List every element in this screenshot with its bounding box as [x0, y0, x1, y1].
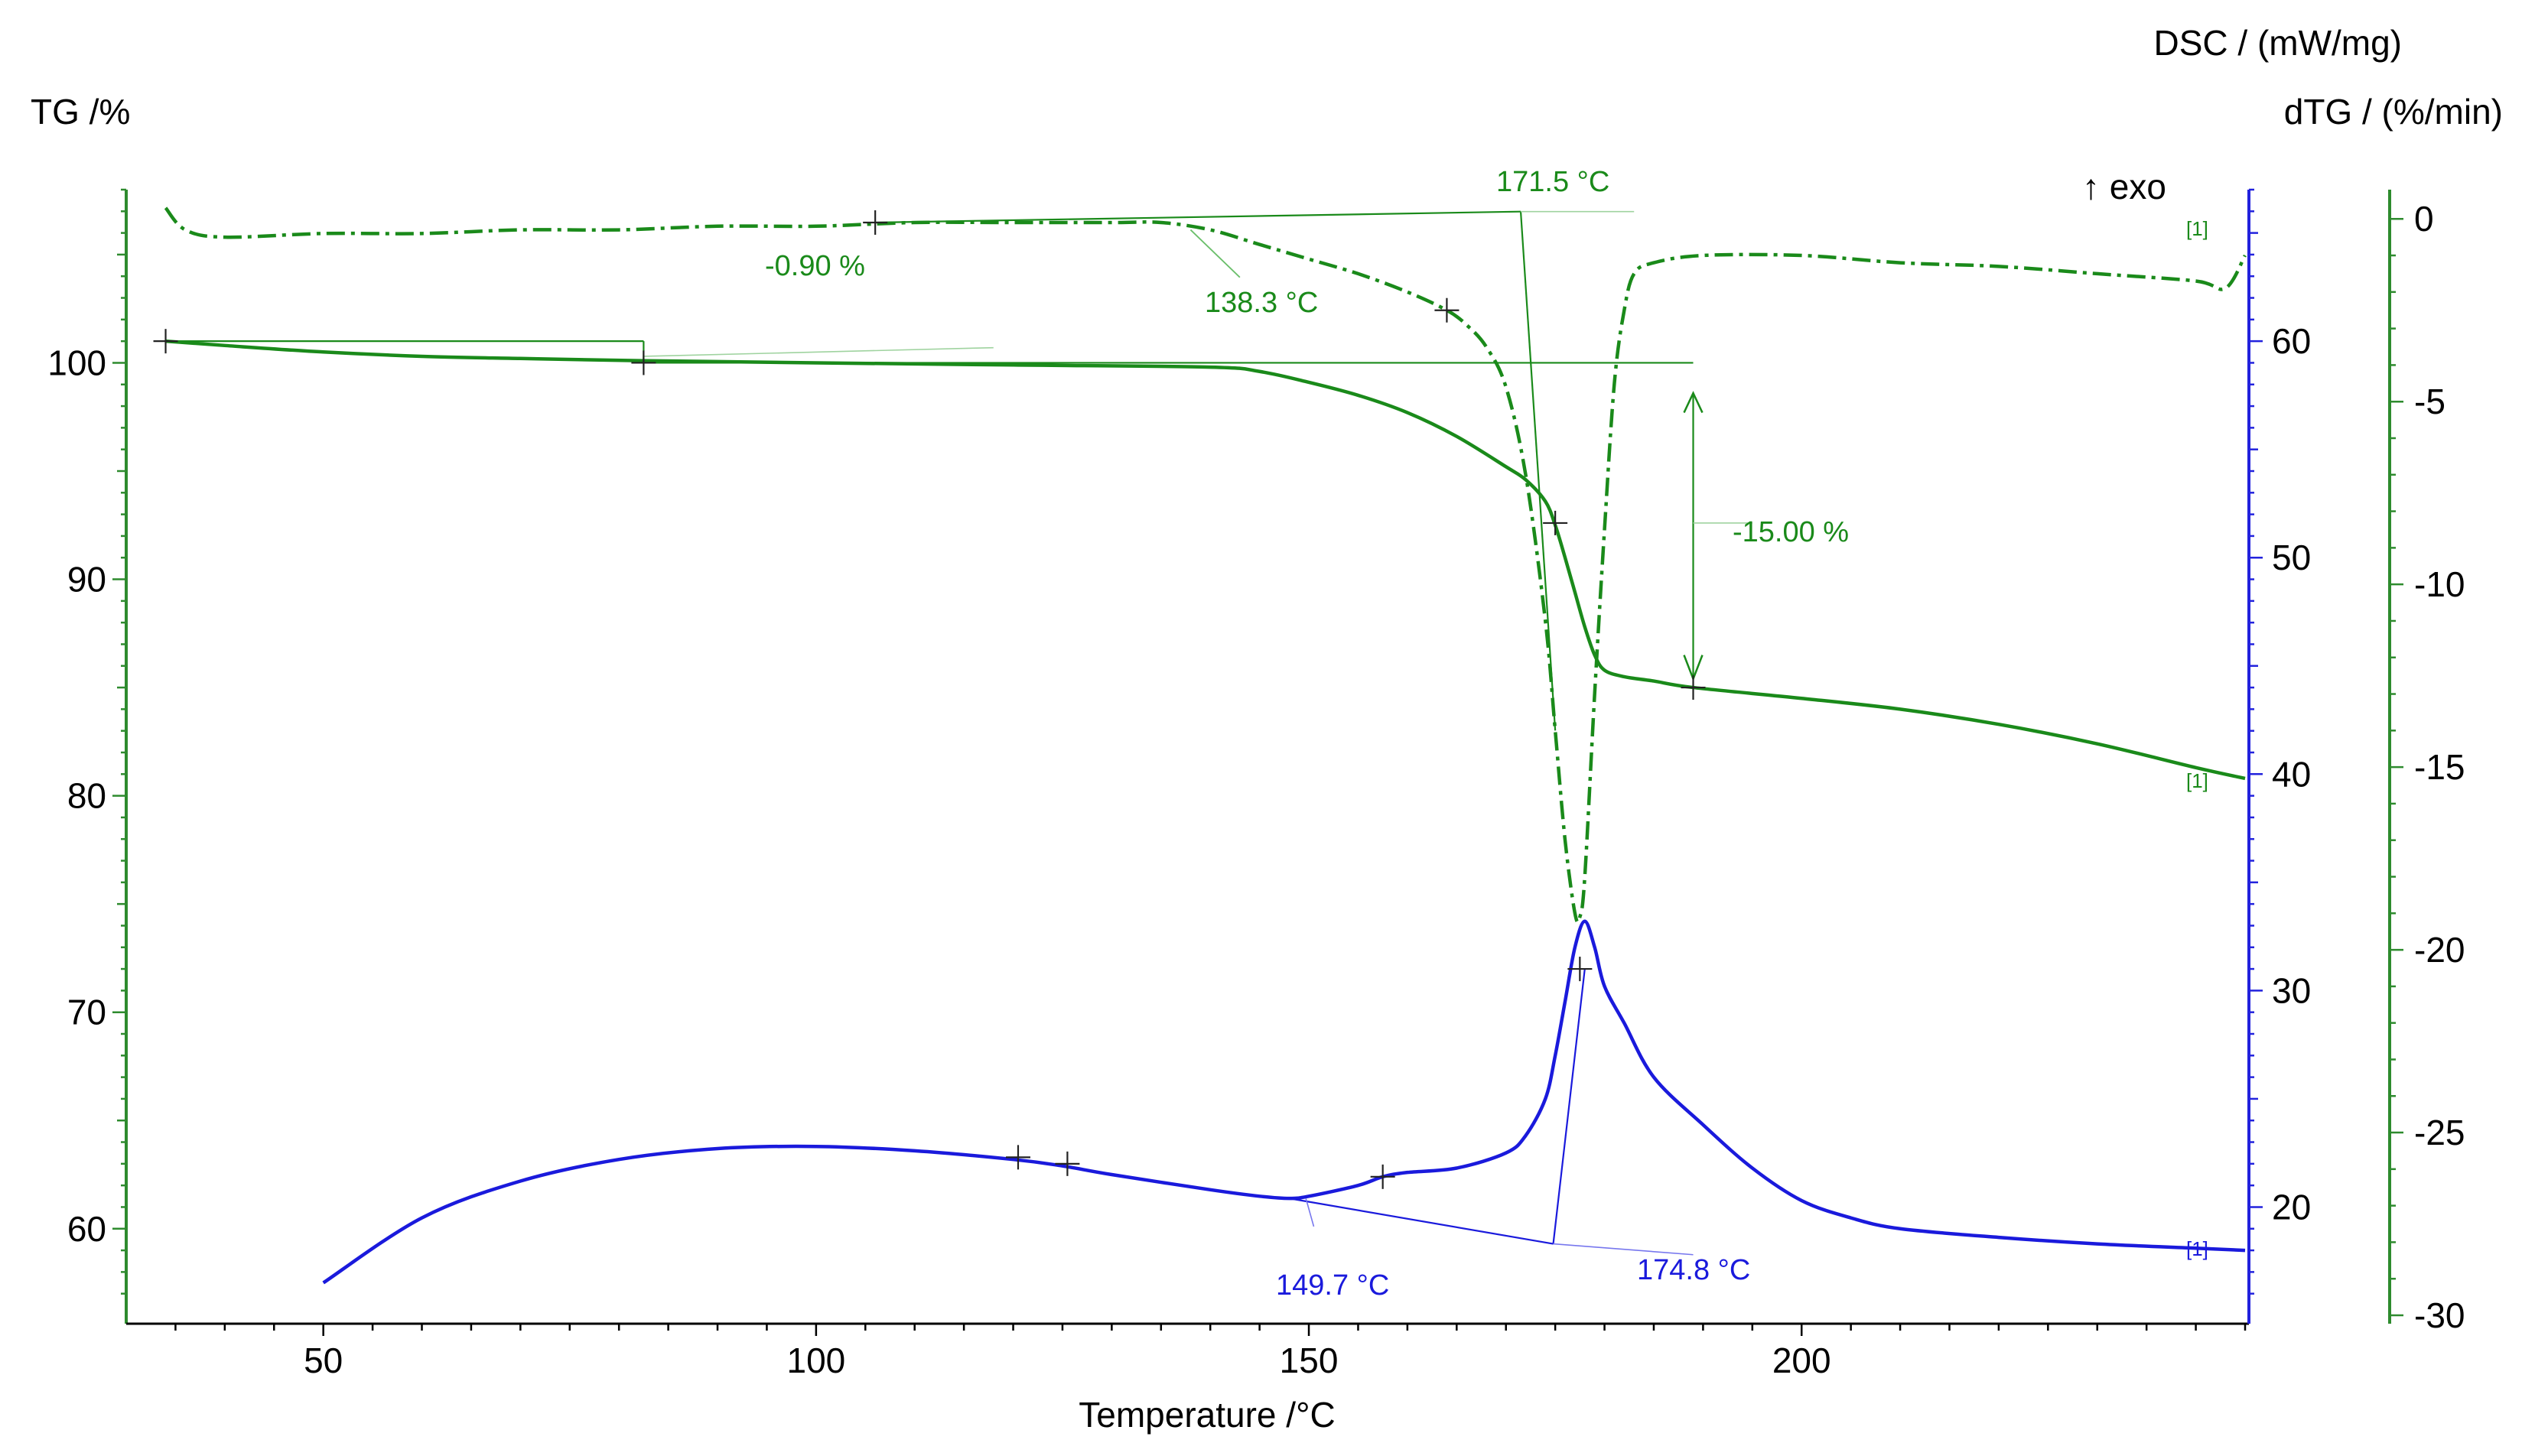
annotation-171-5-c: 171.5 °C: [1496, 166, 1609, 198]
dsc-end-marker: [1]: [2186, 1237, 2208, 1260]
tg-tick-label-90: 90: [67, 560, 106, 600]
tg-leader-minus-0-90: [643, 346, 994, 357]
annotation-138-3-c: 138.3 °C: [1205, 287, 1318, 319]
x-tick-label-150: 150: [1280, 1341, 1339, 1380]
dsc-leader-149-7: [1305, 1198, 1315, 1227]
dtg-tick-label--25: -25: [2414, 1113, 2465, 1152]
dsc-axis-title: DSC / (mW/mg): [2153, 23, 2402, 63]
axes-layer: 50 100 150 200 60 70 80 90 100 20 30 40 50 60 0 -5 -10 -1…: [47, 188, 2465, 1380]
x-tick-label-50: 50: [304, 1341, 343, 1380]
tg-step-arrow-head-up: [1683, 391, 1704, 414]
auxiliary-lines-layer: [153, 210, 1752, 1256]
annotation-174-8-c: 174.8 °C: [1637, 1254, 1750, 1286]
tg-tick-label-80: 80: [67, 776, 106, 816]
dtg-tick-label--20: -20: [2414, 930, 2465, 970]
dtg-end-marker: [1]: [2186, 217, 2208, 240]
dtg-leader-138-3: [1189, 229, 1241, 278]
dsc-onset-tangent: [1552, 968, 1586, 1244]
dtg-onset-baseline: [875, 210, 1521, 224]
dsc-tick-label-20: 20: [2272, 1187, 2311, 1227]
tg-axis-title: TG /%: [31, 92, 130, 132]
x-tick-label-200: 200: [1772, 1341, 1831, 1380]
dtg-axis-title: dTG / (%/min): [2284, 92, 2503, 132]
series-dtg-line: [164, 206, 2247, 925]
exo-label: ↑ exo: [2082, 167, 2166, 206]
tg-end-marker: [1]: [2186, 769, 2208, 792]
dsc-tick-label-50: 50: [2272, 538, 2311, 577]
dsc-tick-label-40: 40: [2272, 754, 2311, 794]
dsc-tick-label-60: 60: [2272, 321, 2311, 361]
dtg-tick-label--5: -5: [2414, 382, 2446, 421]
tg-tick-label-100: 100: [47, 343, 106, 382]
annotation-minus-15-00-pct: -15.00 %: [1733, 516, 1849, 548]
dtg-tick-label--10: -10: [2414, 564, 2465, 604]
series-dsc-line: [322, 919, 2246, 1285]
series-tg-line: [165, 339, 2246, 781]
dsc-tick-label-30: 30: [2272, 970, 2311, 1010]
tg-tick-label-60: 60: [67, 1209, 106, 1249]
dtg-onset-tangent: [1519, 211, 1557, 731]
labels-layer: TG /% DSC / (mW/mg) dTG / (%/min) ↑ exo …: [31, 23, 2503, 1435]
tg-tick-label-70: 70: [67, 993, 106, 1032]
dtg-tick-label--15: -15: [2414, 747, 2465, 787]
series-layer: [164, 206, 2247, 1285]
dsc-baseline: [1289, 1198, 1554, 1245]
dtg-tick-label--30: -30: [2414, 1295, 2465, 1335]
x-tick-label-100: 100: [786, 1341, 845, 1380]
x-axis-title: Temperature /°C: [1079, 1395, 1335, 1435]
dsc-leader-174-8: [1553, 1243, 1694, 1256]
annotation-minus-0-90-pct: -0.90 %: [765, 250, 865, 282]
annotation-149-7-c: 149.7 °C: [1276, 1269, 1389, 1302]
dtg-tick-label-0: 0: [2414, 199, 2434, 239]
